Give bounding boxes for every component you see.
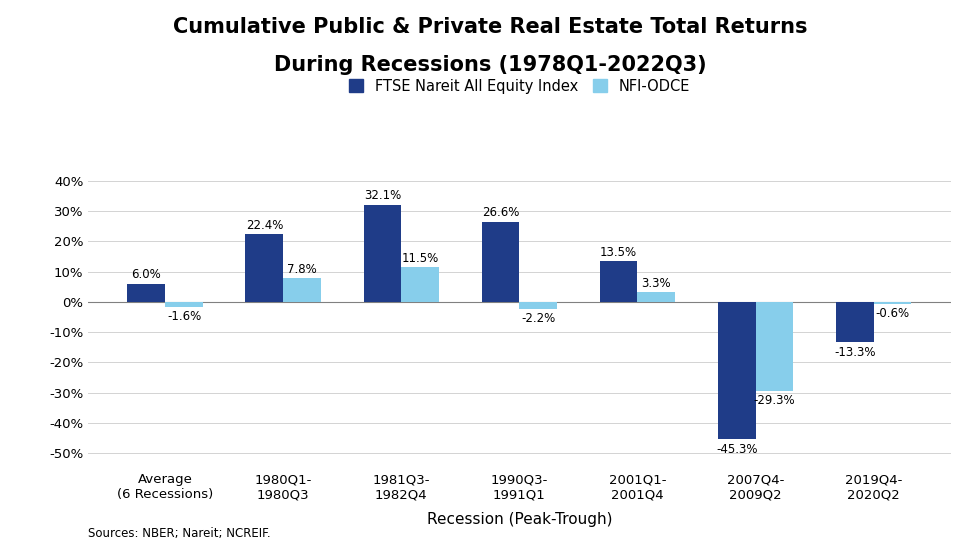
Bar — [402, 267, 439, 302]
Bar — [364, 205, 402, 302]
Text: 32.1%: 32.1% — [364, 190, 401, 202]
Bar — [127, 284, 166, 302]
Text: -1.6%: -1.6% — [167, 310, 201, 323]
Text: Sources: NBER; Nareit; NCREIF.: Sources: NBER; Nareit; NCREIF. — [88, 527, 270, 540]
Bar — [481, 222, 519, 302]
Bar — [756, 302, 794, 391]
Text: -13.3%: -13.3% — [834, 346, 875, 359]
Text: 22.4%: 22.4% — [246, 219, 283, 232]
Text: -45.3%: -45.3% — [716, 442, 758, 456]
X-axis label: Recession (Peak-Trough): Recession (Peak-Trough) — [426, 512, 612, 527]
Bar — [717, 302, 756, 439]
Text: 11.5%: 11.5% — [402, 252, 439, 265]
Bar — [519, 302, 558, 309]
Bar — [600, 261, 637, 302]
Text: 13.5%: 13.5% — [600, 246, 637, 259]
Text: -2.2%: -2.2% — [521, 312, 556, 325]
Text: 7.8%: 7.8% — [287, 263, 317, 276]
Text: 6.0%: 6.0% — [131, 268, 161, 282]
Text: Cumulative Public & Private Real Estate Total Returns: Cumulative Public & Private Real Estate … — [172, 17, 808, 36]
Bar — [166, 302, 203, 307]
Text: During Recessions (1978Q1-2022Q3): During Recessions (1978Q1-2022Q3) — [273, 55, 707, 75]
Legend: FTSE Nareit All Equity Index, NFI-ODCE: FTSE Nareit All Equity Index, NFI-ODCE — [344, 74, 695, 98]
Bar — [836, 302, 873, 342]
Bar — [283, 278, 321, 302]
Bar — [637, 292, 675, 302]
Text: -0.6%: -0.6% — [875, 307, 909, 321]
Text: -29.3%: -29.3% — [754, 394, 795, 407]
Text: 26.6%: 26.6% — [482, 206, 519, 219]
Text: 3.3%: 3.3% — [642, 277, 671, 290]
Bar — [873, 302, 911, 304]
Bar — [245, 234, 283, 302]
